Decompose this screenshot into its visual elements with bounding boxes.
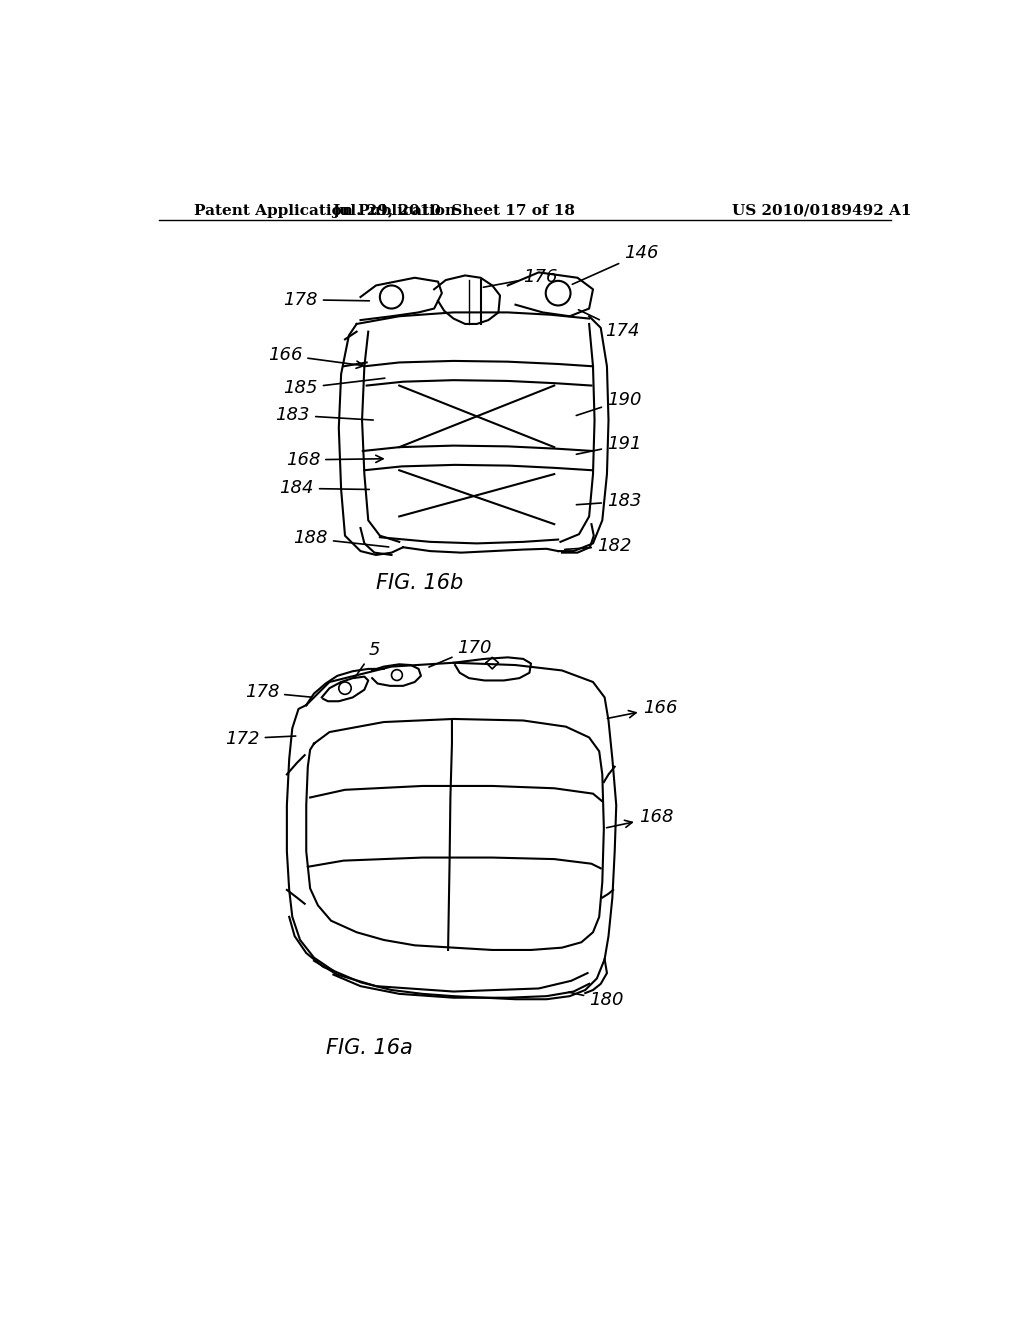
Text: 180: 180 <box>568 991 624 1010</box>
Text: 178: 178 <box>245 684 311 701</box>
Text: 185: 185 <box>284 378 385 397</box>
Text: 183: 183 <box>275 407 373 424</box>
Text: 178: 178 <box>284 290 370 309</box>
Text: FIG. 16a: FIG. 16a <box>326 1038 413 1057</box>
Text: 174: 174 <box>579 310 639 339</box>
Text: Jul. 29, 2010  Sheet 17 of 18: Jul. 29, 2010 Sheet 17 of 18 <box>332 203 575 218</box>
Text: 188: 188 <box>294 529 389 548</box>
Text: 170: 170 <box>429 639 492 667</box>
Text: 190: 190 <box>577 391 641 416</box>
Text: 183: 183 <box>577 492 641 511</box>
Text: 166: 166 <box>268 346 364 368</box>
Text: 182: 182 <box>565 537 632 556</box>
Text: 166: 166 <box>607 698 678 718</box>
Text: 168: 168 <box>286 451 383 469</box>
Text: Patent Application Publication: Patent Application Publication <box>194 203 456 218</box>
Text: 184: 184 <box>280 479 370 498</box>
Text: US 2010/0189492 A1: US 2010/0189492 A1 <box>732 203 912 218</box>
Text: 146: 146 <box>572 244 658 284</box>
Text: 176: 176 <box>483 268 558 288</box>
Text: 172: 172 <box>225 730 296 747</box>
Text: FIG. 16b: FIG. 16b <box>376 573 463 594</box>
Text: 191: 191 <box>577 436 641 454</box>
Text: 5: 5 <box>354 642 380 678</box>
Text: 168: 168 <box>606 808 674 828</box>
